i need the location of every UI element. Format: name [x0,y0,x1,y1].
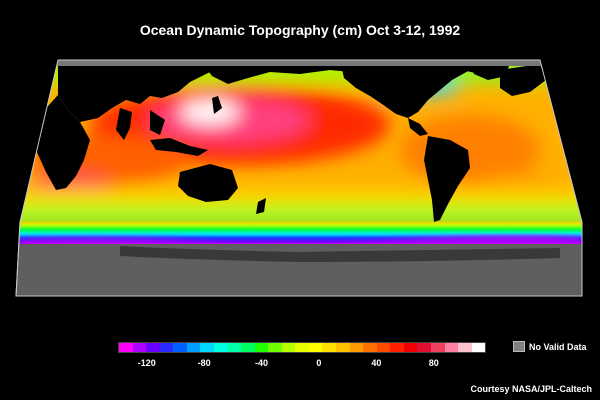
ocean-surface [20,60,582,222]
color-swatch [458,343,472,352]
antarctica [120,246,560,262]
color-swatch [444,343,459,352]
scale-tick-label: -40 [255,358,269,368]
color-swatch [471,343,486,352]
color-swatch [119,343,133,352]
color-swatch [363,343,377,352]
no-data-swatch [513,341,525,352]
color-swatch [268,343,282,352]
color-swatch [308,343,323,352]
color-swatch [336,343,350,352]
color-swatch [200,343,214,352]
no-data-label: No Valid Data [529,341,587,352]
color-swatch [281,343,296,352]
scale-tick-label: -120 [137,358,156,368]
ocean-topography-map [15,59,583,297]
color-swatch [132,343,147,352]
color-swatch [430,343,445,352]
credit-text: Courtesy NASA/JPL-Caltech [470,384,592,394]
color-swatch [173,343,187,352]
scale-tick-label: 0 [316,358,322,368]
color-swatch [349,343,364,352]
color-swatch [322,343,336,352]
color-swatch [227,343,242,352]
scale-tick-label: -80 [197,358,211,368]
color-swatch [186,343,201,352]
map-svg [15,59,583,297]
color-swatch [146,343,160,352]
color-swatch [159,343,174,352]
color-swatch [254,343,269,352]
color-swatch [403,343,418,352]
color-scale-ticks: -120 -80 -40 0 40 80 [118,358,484,372]
no-valid-data-legend: No Valid Data [513,341,587,352]
color-swatch [213,343,228,352]
color-scale-bar [118,342,486,353]
map-title: Ocean Dynamic Topography (cm) Oct 3-12, … [139,22,461,38]
scale-tick-label: 80 [428,358,439,368]
color-swatch [295,343,309,352]
map-outline [15,59,583,297]
color-swatch [390,343,404,352]
color-swatch [241,343,255,352]
scale-tick-label: 40 [371,358,382,368]
color-swatch [417,343,431,352]
color-swatch [376,343,391,352]
